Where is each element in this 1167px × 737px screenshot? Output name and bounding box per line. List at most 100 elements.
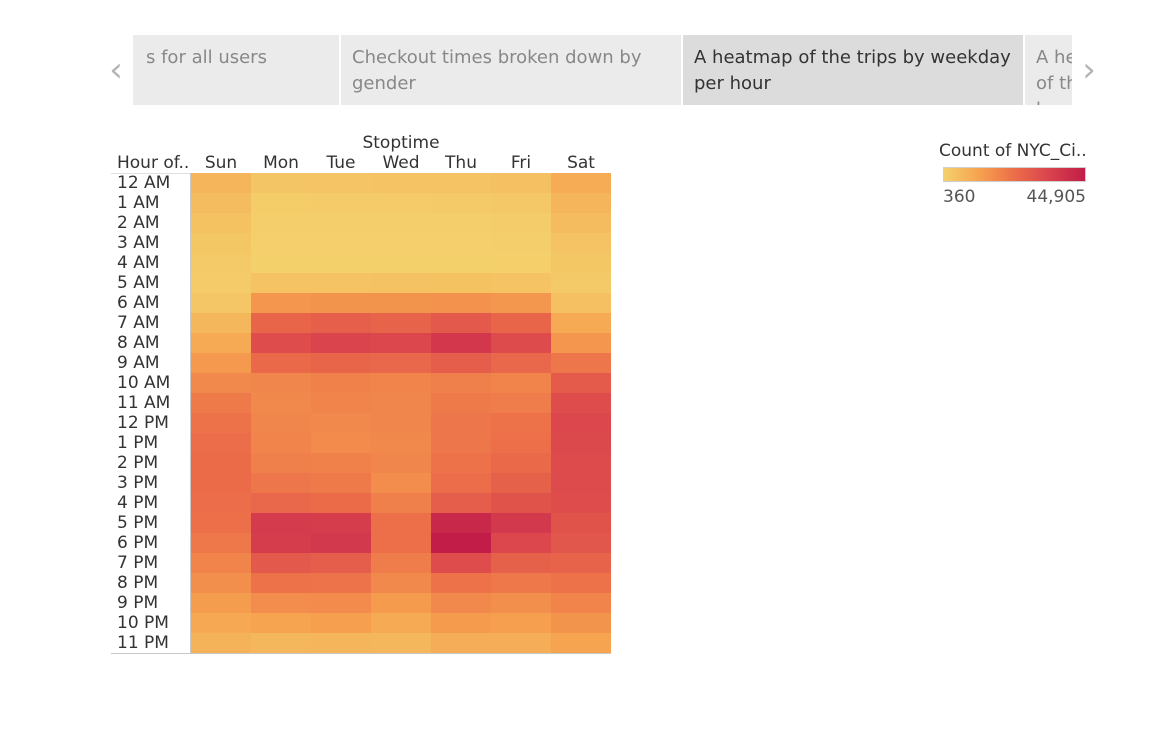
- heatmap-cell[interactable]: [551, 313, 611, 333]
- heatmap-cell[interactable]: [191, 313, 251, 333]
- legend-title[interactable]: Count of NYC_Ci..: [939, 141, 1087, 161]
- heatmap-cell[interactable]: [431, 493, 491, 513]
- heatmap-cell[interactable]: [431, 213, 491, 233]
- heatmap-cell[interactable]: [251, 553, 311, 573]
- heatmap-cell[interactable]: [311, 593, 371, 613]
- heatmap-cell[interactable]: [311, 493, 371, 513]
- heatmap-cell[interactable]: [491, 633, 551, 653]
- heatmap-cell[interactable]: [551, 333, 611, 353]
- heatmap-cell[interactable]: [371, 293, 431, 313]
- heatmap-cell[interactable]: [251, 433, 311, 453]
- heatmap-cell[interactable]: [191, 193, 251, 213]
- heatmap-cell[interactable]: [491, 313, 551, 333]
- heatmap-cell[interactable]: [311, 553, 371, 573]
- heatmap-cell[interactable]: [491, 593, 551, 613]
- heatmap-cell[interactable]: [551, 213, 611, 233]
- heatmap-cell[interactable]: [551, 233, 611, 253]
- heatmap-cell[interactable]: [191, 353, 251, 373]
- heatmap-cell[interactable]: [311, 213, 371, 233]
- heatmap-cell[interactable]: [491, 613, 551, 633]
- heatmap-cell[interactable]: [311, 273, 371, 293]
- heatmap-cell[interactable]: [311, 413, 371, 433]
- heatmap-cell[interactable]: [431, 533, 491, 553]
- heatmap-cell[interactable]: [491, 233, 551, 253]
- heatmap-cell[interactable]: [551, 473, 611, 493]
- heatmap-cell[interactable]: [371, 233, 431, 253]
- heatmap-cell[interactable]: [311, 453, 371, 473]
- heatmap-cell[interactable]: [551, 413, 611, 433]
- heatmap-cell[interactable]: [311, 573, 371, 593]
- heatmap-cell[interactable]: [551, 253, 611, 273]
- heatmap-cell[interactable]: [431, 453, 491, 473]
- heatmap-cell[interactable]: [191, 173, 251, 193]
- heatmap-cell[interactable]: [431, 553, 491, 573]
- heatmap-cell[interactable]: [311, 233, 371, 253]
- heatmap-cell[interactable]: [491, 513, 551, 533]
- heatmap-cell[interactable]: [251, 593, 311, 613]
- heatmap-cell[interactable]: [551, 273, 611, 293]
- heatmap-cell[interactable]: [251, 273, 311, 293]
- heatmap-cell[interactable]: [191, 253, 251, 273]
- heatmap-cell[interactable]: [191, 493, 251, 513]
- heatmap-cell[interactable]: [491, 533, 551, 553]
- heatmap-cell[interactable]: [251, 633, 311, 653]
- heatmap-cell[interactable]: [431, 633, 491, 653]
- heatmap-cell[interactable]: [191, 553, 251, 573]
- heatmap-cell[interactable]: [431, 173, 491, 193]
- heatmap-cell[interactable]: [191, 593, 251, 613]
- row-header[interactable]: Hour of..: [117, 153, 190, 173]
- heatmap-cell[interactable]: [491, 293, 551, 313]
- heatmap-cell[interactable]: [491, 333, 551, 353]
- heatmap-cell[interactable]: [491, 393, 551, 413]
- heatmap-cell[interactable]: [431, 433, 491, 453]
- heatmap-cell[interactable]: [491, 493, 551, 513]
- heatmap-cell[interactable]: [491, 573, 551, 593]
- heatmap-cell[interactable]: [431, 413, 491, 433]
- heatmap-cell[interactable]: [251, 413, 311, 433]
- heatmap-cell[interactable]: [551, 373, 611, 393]
- chevron-right-icon[interactable]: ›: [1082, 50, 1096, 90]
- heatmap-cell[interactable]: [311, 293, 371, 313]
- heatmap-cell[interactable]: [491, 173, 551, 193]
- chevron-left-icon[interactable]: ‹: [109, 50, 123, 90]
- heatmap-cell[interactable]: [311, 353, 371, 373]
- heatmap-cell[interactable]: [191, 333, 251, 353]
- heatmap-cell[interactable]: [431, 193, 491, 213]
- heatmap-cell[interactable]: [251, 393, 311, 413]
- heatmap-cell[interactable]: [191, 433, 251, 453]
- heatmap-cell[interactable]: [311, 193, 371, 213]
- heatmap-cell[interactable]: [551, 493, 611, 513]
- heatmap-cell[interactable]: [371, 633, 431, 653]
- heatmap-cell[interactable]: [551, 453, 611, 473]
- heatmap-cell[interactable]: [251, 613, 311, 633]
- heatmap-cell[interactable]: [251, 473, 311, 493]
- heatmap-cell[interactable]: [551, 173, 611, 193]
- heatmap-cell[interactable]: [371, 553, 431, 573]
- heatmap-cell[interactable]: [251, 453, 311, 473]
- heatmap-cell[interactable]: [371, 613, 431, 633]
- heatmap-cell[interactable]: [251, 573, 311, 593]
- heatmap-cell[interactable]: [551, 633, 611, 653]
- heatmap-cell[interactable]: [431, 253, 491, 273]
- heatmap-cell[interactable]: [191, 373, 251, 393]
- heatmap-grid[interactable]: [191, 173, 611, 653]
- heatmap-cell[interactable]: [431, 473, 491, 493]
- heatmap-cell[interactable]: [191, 293, 251, 313]
- heatmap-cell[interactable]: [371, 493, 431, 513]
- heatmap-cell[interactable]: [491, 253, 551, 273]
- heatmap-cell[interactable]: [371, 593, 431, 613]
- heatmap-cell[interactable]: [551, 513, 611, 533]
- story-point-tab-0[interactable]: s for all users: [133, 35, 339, 105]
- heatmap-cell[interactable]: [311, 313, 371, 333]
- heatmap-cell[interactable]: [371, 373, 431, 393]
- heatmap-cell[interactable]: [431, 393, 491, 413]
- heatmap-cell[interactable]: [551, 573, 611, 593]
- heatmap-cell[interactable]: [431, 353, 491, 373]
- heatmap-cell[interactable]: [551, 193, 611, 213]
- heatmap-cell[interactable]: [191, 613, 251, 633]
- heatmap-cell[interactable]: [431, 293, 491, 313]
- heatmap-cell[interactable]: [551, 533, 611, 553]
- heatmap-cell[interactable]: [491, 353, 551, 373]
- heatmap-cell[interactable]: [551, 293, 611, 313]
- heatmap-cell[interactable]: [191, 453, 251, 473]
